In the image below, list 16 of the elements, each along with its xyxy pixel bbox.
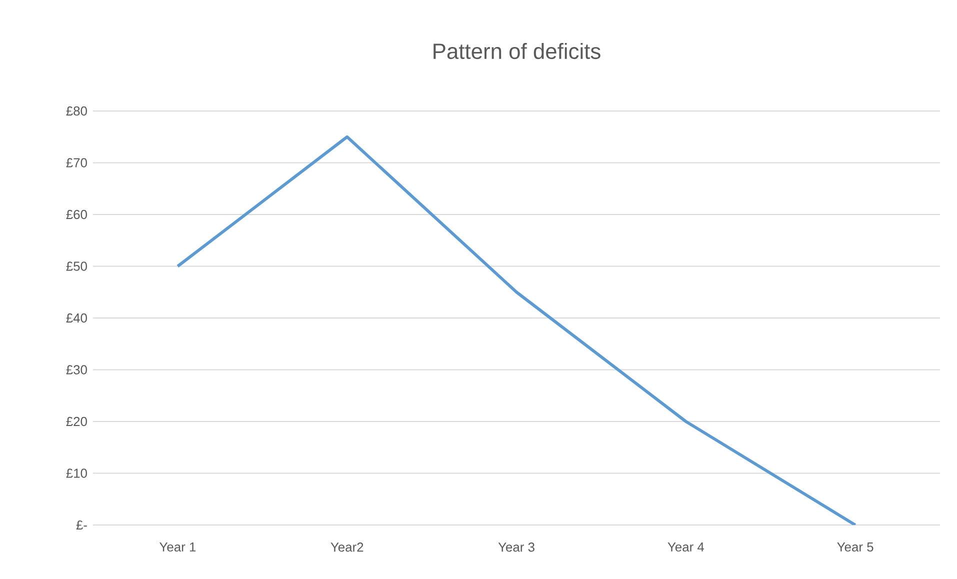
x-tick-label: Year 5 <box>837 542 874 552</box>
y-tick-label: £70 <box>66 158 87 168</box>
y-tick-label: £50 <box>66 262 87 271</box>
x-tick-label: Year 3 <box>498 542 534 552</box>
y-tick-label: £40 <box>66 313 87 323</box>
y-tick-label: £80 <box>66 106 87 116</box>
y-tick-label: £10 <box>66 468 87 478</box>
x-tick-label: Year2 <box>330 542 364 552</box>
y-tick-label: £20 <box>66 416 87 426</box>
line-series <box>176 135 857 525</box>
y-tick-label: £- <box>76 520 87 530</box>
chart-title: Pattern of deficits <box>434 42 600 60</box>
y-tick-label: £30 <box>66 365 87 374</box>
x-tick-label: Year 1 <box>160 542 196 552</box>
y-tick-label: £60 <box>66 210 87 220</box>
x-tick-label: Year 4 <box>668 542 704 552</box>
